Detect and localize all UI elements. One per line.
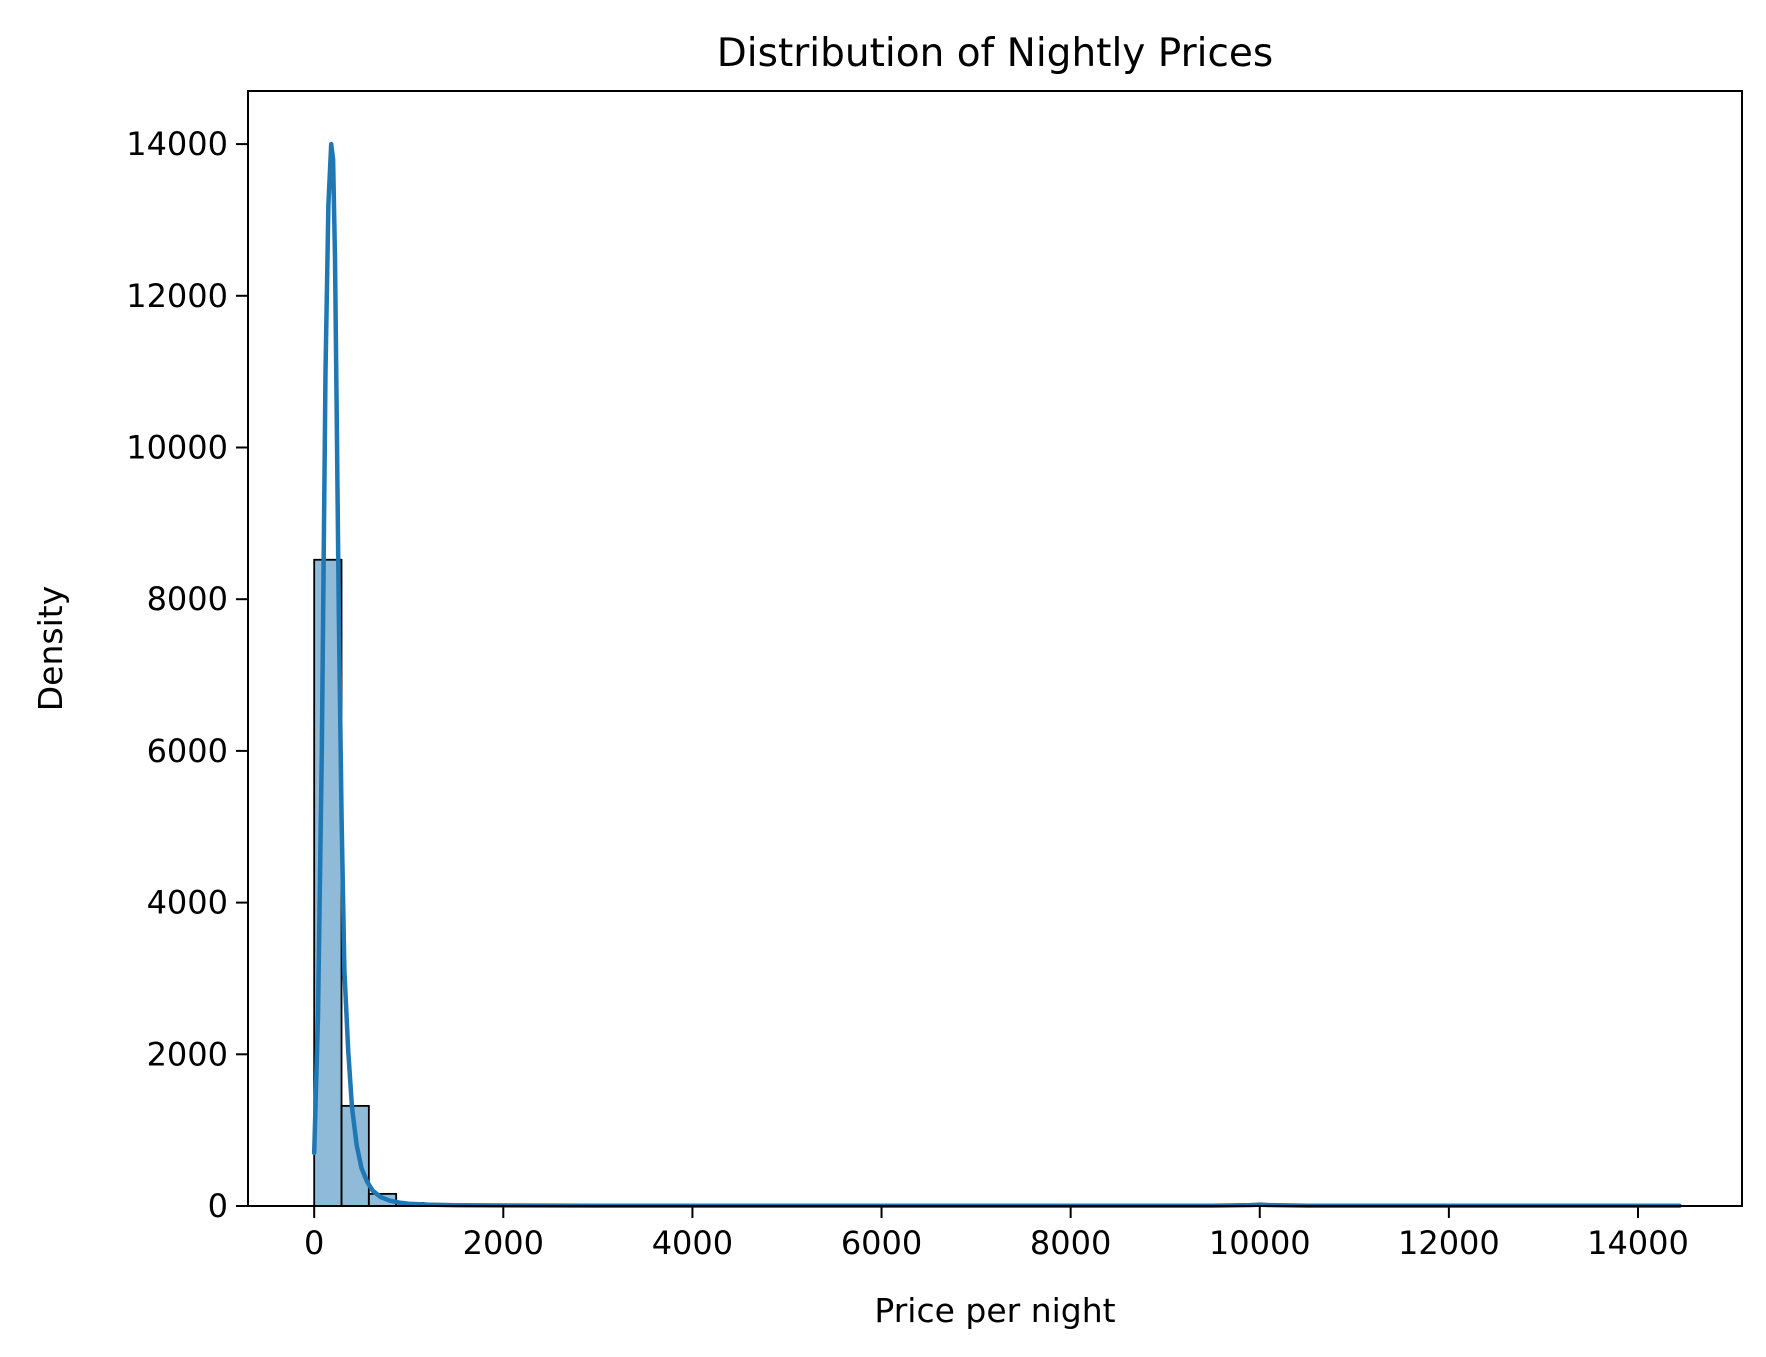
x-tick-label: 2000 bbox=[463, 1224, 544, 1262]
y-axis-title: Density bbox=[31, 586, 70, 711]
x-tick-label: 10000 bbox=[1209, 1224, 1311, 1262]
histogram-bars bbox=[313, 558, 1272, 1207]
y-tick-label: 4000 bbox=[147, 884, 228, 922]
x-tick-label: 12000 bbox=[1398, 1224, 1500, 1262]
chart-title: Distribution of Nightly Prices bbox=[717, 31, 1273, 76]
y-tick-label: 14000 bbox=[126, 125, 228, 163]
x-tick-label: 14000 bbox=[1587, 1224, 1689, 1262]
y-tick-label: 10000 bbox=[126, 428, 228, 466]
y-tick-label: 6000 bbox=[147, 732, 228, 770]
y-axis-ticks: 0 2000 4000 6000 8000 10000 12000 14000 bbox=[126, 125, 248, 1225]
x-axis-title: Price per night bbox=[874, 1291, 1115, 1330]
y-tick-label: 12000 bbox=[126, 277, 228, 315]
y-tick-label: 8000 bbox=[147, 580, 228, 618]
kde-line bbox=[311, 141, 1682, 1209]
y-tick-label: 2000 bbox=[147, 1035, 228, 1073]
kde-curve-layer bbox=[311, 141, 1682, 1209]
x-axis-ticks: 0 2000 4000 6000 8000 10000 12000 14000 bbox=[304, 1206, 1689, 1262]
x-tick-label: 0 bbox=[304, 1224, 324, 1262]
plot-frame bbox=[247, 90, 1743, 1207]
x-tick-label: 4000 bbox=[652, 1224, 733, 1262]
y-tick-label: 0 bbox=[208, 1187, 228, 1225]
x-tick-label: 6000 bbox=[841, 1224, 922, 1262]
x-tick-label: 8000 bbox=[1030, 1224, 1111, 1262]
